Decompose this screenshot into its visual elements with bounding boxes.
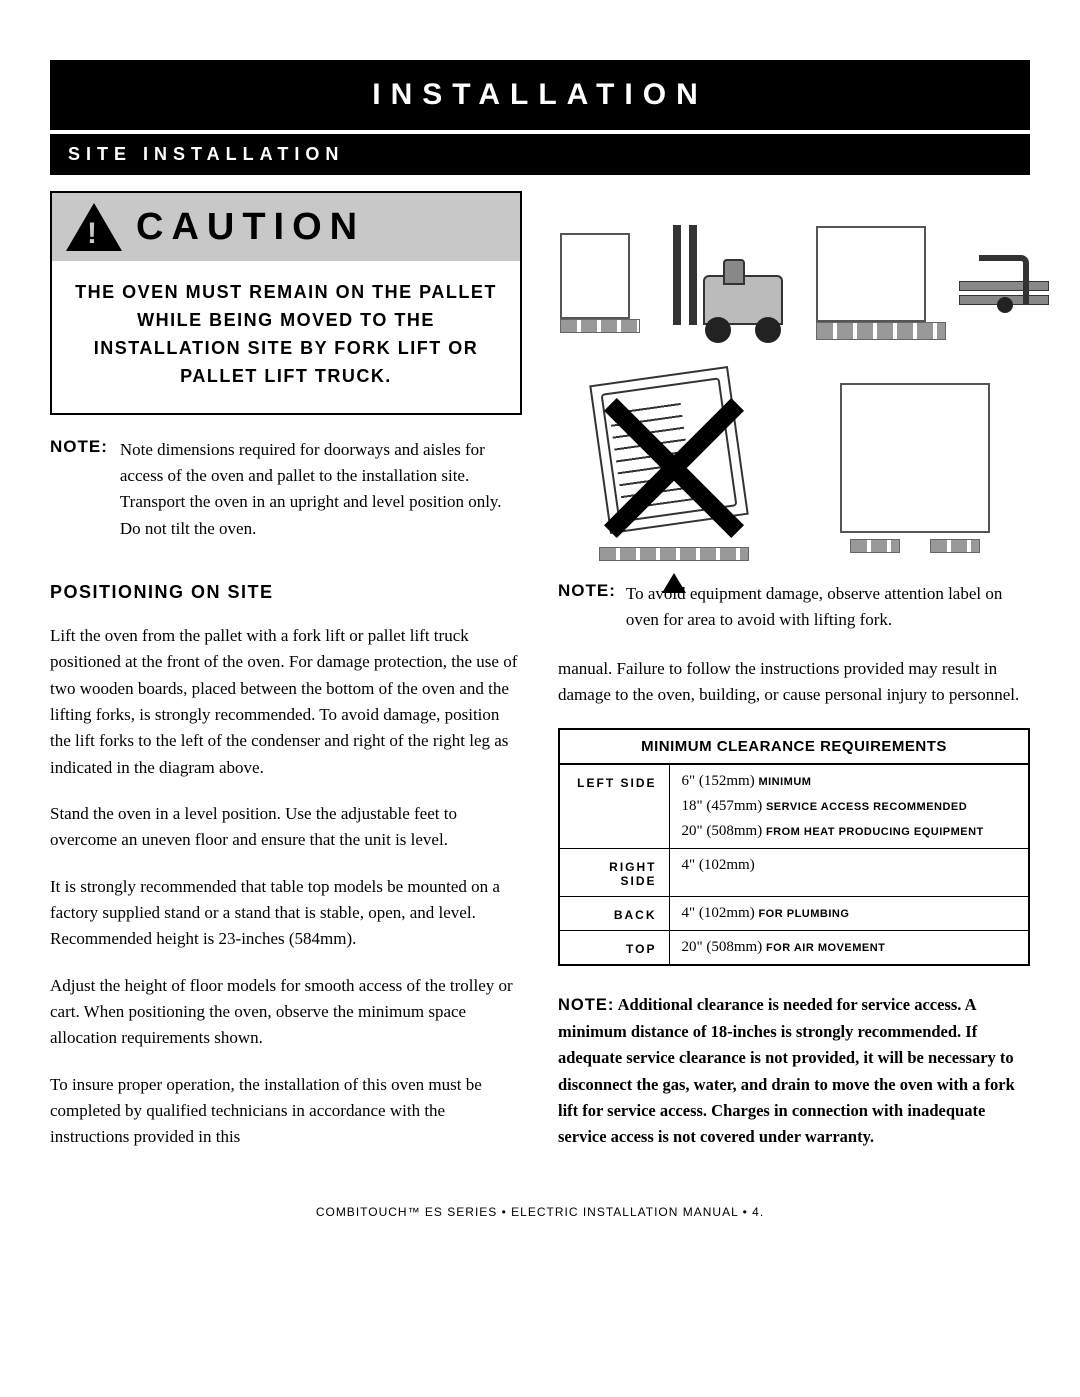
table-row-value: 6" (152mm) MINIMUM: [669, 764, 1029, 798]
table-row-value: 18" (457mm) SERVICE ACCESS RECOMMENDED: [669, 798, 1029, 823]
table-row: RIGHT SIDE4" (102mm): [559, 849, 1029, 897]
table-row-label: TOP: [559, 931, 669, 966]
left-column: CAUTION THE OVEN MUST REMAIN ON THE PALL…: [50, 191, 522, 1171]
crate-on-skid-icon: [816, 226, 946, 340]
table-row-label: LEFT SIDE: [559, 764, 669, 798]
positioning-p2: Stand the oven in a level position. Use …: [50, 801, 522, 854]
forklift-icon: [653, 223, 803, 343]
crate-on-pallet-icon: [560, 233, 640, 333]
positioning-p1: Lift the oven from the pallet with a for…: [50, 623, 522, 781]
caution-small-icon: [662, 573, 686, 593]
note-label: NOTE:: [558, 581, 616, 634]
positioning-p5: To insure proper operation, the installa…: [50, 1072, 522, 1151]
table-row: 20" (508mm) FROM HEAT PRODUCING EQUIPMEN…: [559, 823, 1029, 849]
note-text: To avoid equipment damage, observe atten…: [626, 581, 1030, 634]
table-row-label: [559, 798, 669, 823]
note-1: NOTE: Note dimensions required for doorw…: [50, 437, 522, 542]
pallet-jack-icon: [959, 253, 1029, 313]
oven-tilted-wrong-icon: [599, 375, 749, 561]
positioning-p3: It is strongly recommended that table to…: [50, 874, 522, 953]
table-row-label: BACK: [559, 897, 669, 931]
caution-body: THE OVEN MUST REMAIN ON THE PALLET WHILE…: [52, 261, 520, 413]
table-row-value: 20" (508mm) FROM HEAT PRODUCING EQUIPMEN…: [669, 823, 1029, 849]
table-row: BACK4" (102mm) FOR PLUMBING: [559, 897, 1029, 931]
two-column-layout: CAUTION THE OVEN MUST REMAIN ON THE PALL…: [50, 191, 1030, 1171]
table-row: TOP20" (508mm) FOR AIR MOVEMENT: [559, 931, 1029, 966]
table-row-label: [559, 823, 669, 849]
caution-callout: CAUTION THE OVEN MUST REMAIN ON THE PALL…: [50, 191, 522, 415]
table-title: MINIMUM CLEARANCE REQUIREMENTS: [559, 729, 1029, 764]
right-column: NOTE: To avoid equipment damage, observe…: [558, 191, 1030, 1171]
positioning-heading: POSITIONING ON SITE: [50, 582, 522, 603]
note-text: Note dimensions required for doorways an…: [120, 437, 522, 542]
illustration-panel: [558, 191, 1030, 561]
section-header: SITE INSTALLATION: [50, 134, 1030, 175]
page-header: INSTALLATION: [50, 60, 1030, 130]
continuation-para: manual. Failure to follow the instructio…: [558, 656, 1030, 709]
table-row-label: RIGHT SIDE: [559, 849, 669, 897]
note-text: Additional clearance is needed for servi…: [558, 995, 1015, 1146]
table-row: LEFT SIDE6" (152mm) MINIMUM: [559, 764, 1029, 798]
illus-row-top: [558, 191, 1030, 375]
clearance-table: MINIMUM CLEARANCE REQUIREMENTS LEFT SIDE…: [558, 728, 1030, 966]
table-row-value: 4" (102mm) FOR PLUMBING: [669, 897, 1029, 931]
note-label: NOTE:: [558, 996, 614, 1014]
note-2: NOTE: To avoid equipment damage, observe…: [558, 581, 1030, 634]
illus-row-bottom: [558, 375, 1030, 561]
note-3: NOTE: Additional clearance is needed for…: [558, 992, 1030, 1150]
table-row-value: 20" (508mm) FOR AIR MOVEMENT: [669, 931, 1029, 966]
table-row-value: 4" (102mm): [669, 849, 1029, 897]
caution-title: CAUTION: [136, 206, 365, 249]
warning-triangle-icon: [66, 203, 122, 251]
caution-header: CAUTION: [52, 193, 520, 261]
note-label: NOTE:: [50, 437, 108, 542]
table-row: 18" (457mm) SERVICE ACCESS RECOMMENDED: [559, 798, 1029, 823]
oven-upright-correct-icon: [840, 383, 990, 553]
page-footer: COMBITOUCH™ ES SERIES • ELECTRIC INSTALL…: [50, 1205, 1030, 1219]
positioning-p4: Adjust the height of floor models for sm…: [50, 973, 522, 1052]
